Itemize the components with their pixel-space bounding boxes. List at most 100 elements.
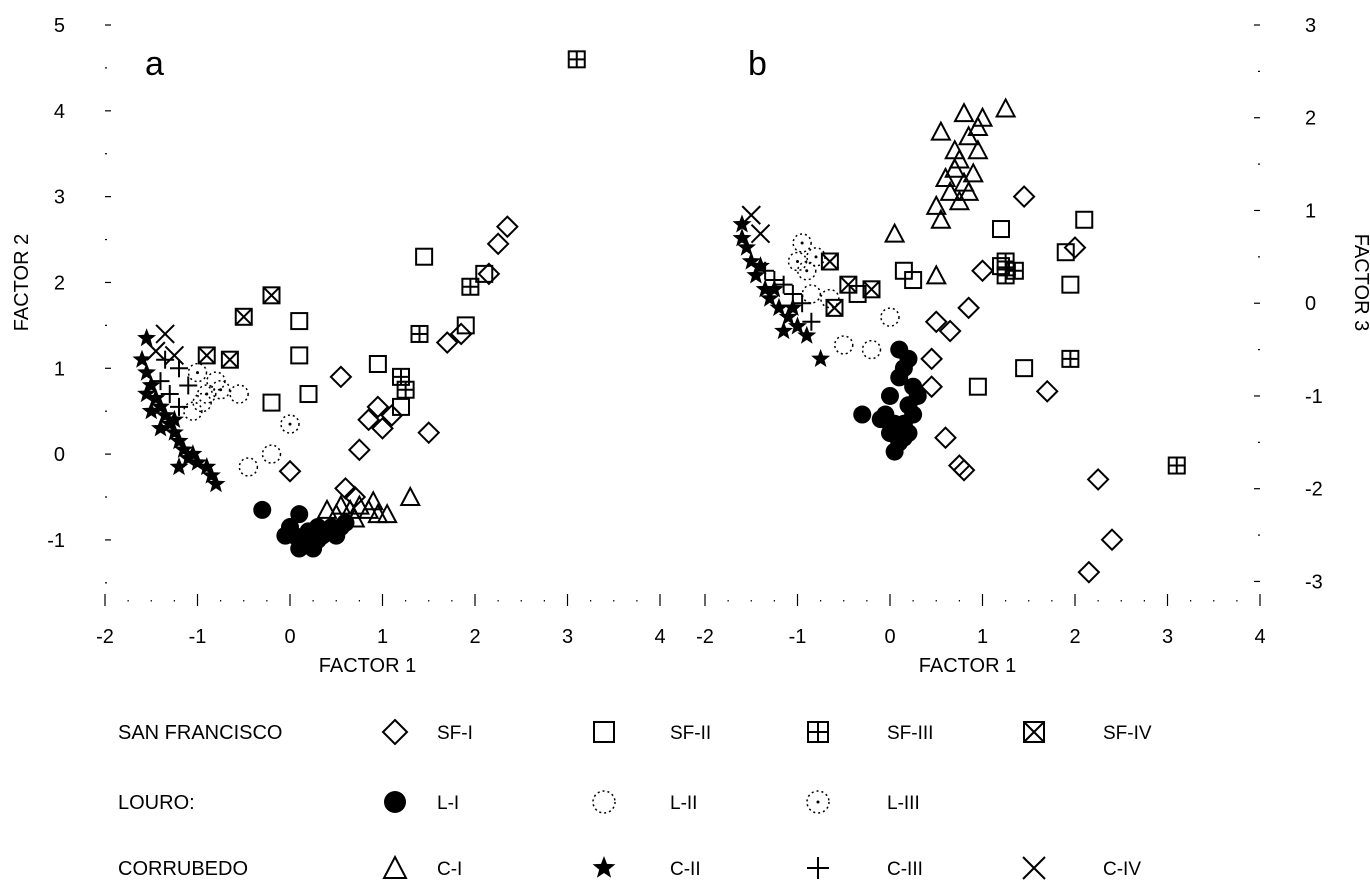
x-axis-ticks: [704, 594, 1261, 606]
data-point-sf-ii: [992, 220, 1010, 239]
data-point-sf-iii: [1167, 456, 1186, 475]
data-point-sf-iii: [996, 266, 1015, 285]
data-point-c-iv: [741, 205, 761, 225]
data-point-sf-iv: [234, 307, 253, 326]
data-point-l-iii: [806, 247, 826, 267]
data-point-l-iii: [197, 384, 217, 404]
data-point-c-iii: [802, 312, 821, 331]
data-point-sf-i: [449, 322, 473, 346]
data-point-c-ii: [774, 321, 794, 340]
data-point-l-i: [881, 386, 899, 405]
data-point-l-i: [908, 386, 927, 405]
data-point-sf-ii: [992, 257, 1010, 276]
data-point-c-iii: [756, 261, 775, 280]
data-point-l-i: [899, 349, 918, 368]
y-axis-ticks: [105, 24, 111, 584]
data-point-sf-i: [380, 404, 404, 427]
data-point-sf-ii: [894, 261, 913, 280]
legend-code-label: SF-III: [887, 723, 933, 744]
data-point-c-ii: [169, 431, 189, 450]
data-point-sf-ii: [1075, 210, 1094, 229]
data-point-sf-i: [971, 259, 994, 283]
data-point-c-ii: [732, 228, 752, 247]
data-point-sf-ii: [1061, 275, 1080, 294]
data-point-sf-iii: [461, 277, 480, 296]
data-point-sf-i: [1100, 528, 1124, 552]
legend-marker-l-i: [384, 791, 406, 813]
data-point-l-iii: [792, 233, 812, 253]
legend-code-label: C-I: [437, 859, 462, 880]
data-point-sf-ii: [968, 377, 987, 396]
data-point-c-i: [953, 101, 975, 123]
data-point-l-i: [276, 526, 295, 545]
data-point-sf-iii: [1005, 261, 1024, 280]
y-tick-label: 2: [54, 272, 65, 294]
data-point-c-i: [962, 162, 984, 183]
y-tick-label: -2: [1305, 479, 1323, 501]
data-point-l-i: [308, 518, 327, 537]
data-point-sf-i: [1012, 185, 1036, 208]
legend-marker-sf-i: [381, 718, 409, 746]
data-point-sf-ii: [290, 346, 309, 365]
data-point-sf-ii: [475, 264, 494, 283]
data-point-c-iii: [179, 376, 198, 395]
data-point-sf-i: [1077, 560, 1101, 584]
data-point-l-ii: [820, 288, 840, 309]
data-point-c-ii: [141, 401, 161, 420]
data-point-sf-iv: [839, 275, 858, 294]
y-tick-label: 0: [54, 444, 65, 466]
data-point-sf-i: [371, 416, 394, 440]
data-point-l-ii: [183, 401, 203, 421]
data-point-sf-ii: [368, 354, 387, 373]
data-point-c-ii: [797, 325, 817, 344]
data-point-l-iii: [797, 261, 817, 281]
data-point-sf-i: [329, 365, 353, 389]
data-point-c-iv: [155, 324, 175, 344]
y-tick-label: 3: [1305, 15, 1316, 37]
legend-code-label: L-III: [887, 793, 920, 814]
data-point-c-ii: [146, 388, 166, 407]
data-point-c-ii: [206, 474, 226, 493]
data-point-sf-i: [920, 347, 944, 371]
data-point-sf-ii: [1056, 243, 1075, 262]
legend: SAN FRANCISCO SF-I SF-II SF-III SF-IV LOURO: L…: [118, 718, 1152, 880]
data-point-c-i: [376, 503, 398, 524]
data-point-c-i: [362, 490, 384, 511]
data-point-sf-i: [435, 331, 459, 354]
data-point-l-ii: [861, 339, 882, 360]
data-point-sf-i: [957, 296, 981, 320]
data-point-c-ii: [178, 448, 198, 467]
data-point-c-iii: [170, 397, 188, 416]
data-point-c-i: [925, 194, 947, 215]
legend-group-label: SAN FRANCISCO: [118, 722, 282, 744]
x-tick-label: 3: [1162, 626, 1173, 648]
data-point-c-iv: [164, 345, 185, 366]
data-point-sf-ii: [262, 393, 281, 412]
panel-letter: a: [145, 45, 164, 83]
x-axis-title: FACTOR 1: [319, 655, 416, 677]
data-point-c-ii: [741, 251, 761, 270]
data-point-sf-iv: [825, 298, 844, 317]
data-point-c-ii: [769, 297, 789, 316]
data-point-sf-i: [938, 319, 962, 343]
legend-code-label: C-III: [887, 859, 923, 880]
legend-code-label: SF-I: [437, 723, 473, 744]
data-point-c-i: [348, 494, 371, 515]
y-tick-label: 2: [1305, 108, 1316, 130]
panel-letter: b: [748, 45, 767, 83]
data-point-c-ii: [164, 409, 184, 428]
data-point-l-i: [853, 405, 872, 424]
y-axis-ticks: [1254, 24, 1260, 583]
legend-marker-c-i: [382, 854, 408, 879]
data-point-c-i: [344, 507, 366, 528]
data-point-sf-i: [347, 438, 371, 462]
data-point-sf-ii: [456, 316, 475, 335]
data-point-c-i: [325, 503, 347, 524]
data-point-c-ii: [783, 297, 803, 316]
y-axis-title: FACTOR 3: [1350, 234, 1370, 331]
y-tick-label: 5: [54, 15, 65, 37]
data-point-c-ii: [751, 256, 770, 275]
data-point-l-i: [904, 405, 923, 424]
panel-a: -2 -1 0 1 2 3 4 FACTOR 1 -1 0 1 2 3 4 5 FACTOR 2 a: [11, 15, 666, 677]
